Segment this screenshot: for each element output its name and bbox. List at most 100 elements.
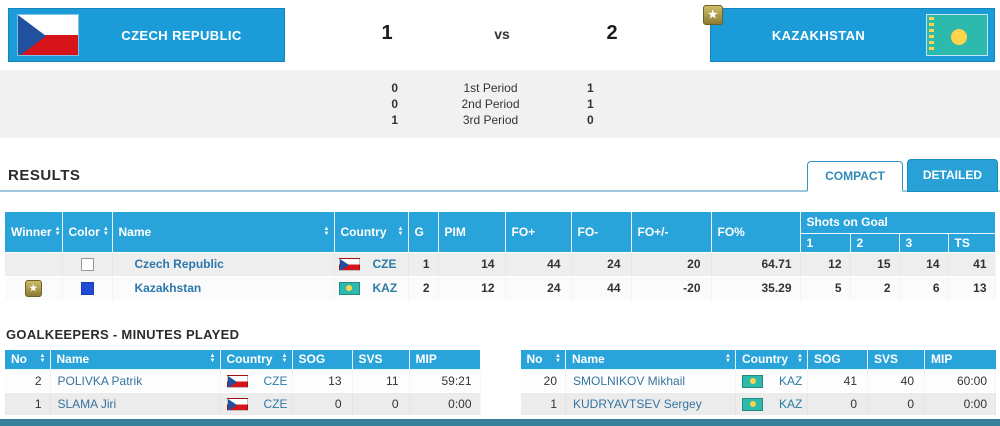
winner-star-icon <box>703 5 723 25</box>
team-color-swatch <box>80 258 94 272</box>
col-mip[interactable]: MIP <box>924 349 996 370</box>
col-sog-1[interactable]: 1 <box>800 233 851 253</box>
tab-detailed[interactable]: DETAILED <box>906 159 998 192</box>
goalkeepers-title: GOALKEEPERS - MINUTES PLAYED <box>6 326 240 342</box>
col-country[interactable]: Country ▲ ▼ <box>220 349 293 370</box>
sort-icon: ▲ ▼ <box>725 353 731 365</box>
col-fo-diff[interactable]: FO+/- <box>631 212 712 253</box>
country-cell: CZE <box>334 252 408 277</box>
period3-away-score: 0 <box>587 113 594 127</box>
fo-diff-cell: 20 <box>631 252 711 277</box>
col-country[interactable]: Country ▲ ▼ <box>735 349 808 370</box>
pim-cell: 12 <box>438 276 505 301</box>
period3-home-score: 1 <box>391 113 398 127</box>
col-mip[interactable]: MIP <box>409 349 480 370</box>
col-group-shots-on-goal: Shots on Goal <box>800 212 996 234</box>
goalkeepers-table-home: No ▲ ▼ Name ▲ ▼ Country ▲ ▼ SOG SVS MIP 2 POLI… <box>5 349 481 416</box>
period-row: 0 2nd Period 1 <box>0 96 1000 112</box>
col-fo-minus[interactable]: FO- <box>571 212 632 253</box>
col-fo-pct[interactable]: FO% <box>711 212 801 253</box>
sog3-cell: 6 <box>899 276 948 301</box>
kazakhstan-flag-icon <box>742 397 763 411</box>
home-team-box[interactable]: CZECH REPUBLIC <box>8 8 285 62</box>
col-sog[interactable]: SOG <box>292 349 353 370</box>
number-cell: 1 <box>5 392 50 416</box>
col-color[interactable]: Color ▲ ▼ <box>62 212 113 253</box>
fo-plus-cell: 24 <box>505 276 571 301</box>
col-fo-plus[interactable]: FO+ <box>505 212 572 253</box>
col-name[interactable]: Name ▲ ▼ <box>565 349 736 370</box>
sort-icon: ▲ ▼ <box>797 353 803 365</box>
player-name-link[interactable]: SMOLNIKOV Mikhail <box>565 369 736 393</box>
player-name-link[interactable]: KUDRYAVTSEV Sergey <box>565 392 736 416</box>
col-name[interactable]: Name ▲ ▼ <box>112 212 335 253</box>
fo-plus-cell: 44 <box>505 252 571 277</box>
country-cell: KAZ <box>735 392 808 416</box>
view-tabs: COMPACT DETAILED <box>807 159 998 192</box>
kazakhstan-flag-icon <box>926 14 988 56</box>
sog3-cell: 14 <box>899 252 948 277</box>
sogts-cell: 41 <box>948 252 996 277</box>
number-cell: 20 <box>520 369 566 393</box>
col-country[interactable]: Country ▲ ▼ <box>334 212 409 253</box>
bottom-bar <box>0 419 1000 426</box>
col-pim[interactable]: PIM <box>438 212 506 253</box>
sog-cell: 41 <box>807 369 868 393</box>
player-name-link[interactable]: POLIVKA Patrik <box>50 369 220 393</box>
home-score: 1 <box>381 22 393 44</box>
kazakhstan-flag-icon <box>338 281 360 295</box>
away-score: 2 <box>606 22 618 44</box>
goalkeepers-table-away: No ▲ ▼ Name ▲ ▼ Country ▲ ▼ SOG SVS MIP 20 SMO… <box>520 349 997 416</box>
col-sog-ts[interactable]: TS <box>948 233 996 253</box>
winner-cell <box>5 252 62 277</box>
mip-cell: 59:21 <box>409 369 480 393</box>
table-row: 2 POLIVKA Patrik CZE 13 11 59:21 <box>5 369 480 393</box>
col-svs[interactable]: SVS <box>867 349 925 370</box>
sog-cell: 0 <box>807 392 868 416</box>
team-name-link[interactable]: Kazakhstan <box>112 276 334 301</box>
pim-cell: 14 <box>438 252 505 277</box>
country-cell: CZE <box>220 369 292 393</box>
fo-pct-cell: 35.29 <box>711 276 800 301</box>
team-name-link[interactable]: Czech Republic <box>112 252 334 277</box>
table-row: 20 SMOLNIKOV Mikhail KAZ 41 40 60:00 <box>520 369 996 393</box>
winner-star-icon <box>24 279 42 297</box>
country-cell: KAZ <box>735 369 808 393</box>
kazakhstan-flag-icon <box>742 374 763 388</box>
team-color-swatch <box>80 282 94 296</box>
country-cell: KAZ <box>334 276 408 301</box>
czech-flag-icon <box>338 257 360 271</box>
col-svs[interactable]: SVS <box>352 349 410 370</box>
col-sog[interactable]: SOG <box>807 349 868 370</box>
period1-away-score: 1 <box>587 81 594 95</box>
tab-compact[interactable]: COMPACT <box>807 161 903 192</box>
table-row: Kazakhstan KAZ 2 12 24 44 -20 35.29 5 2 … <box>5 276 996 301</box>
player-name-link[interactable]: SLAMA Jiri <box>50 392 220 416</box>
col-no[interactable]: No ▲ ▼ <box>5 349 51 370</box>
table-row: 1 SLAMA Jiri CZE 0 0 0:00 <box>5 392 480 416</box>
away-team-box[interactable]: KAZAKHSTAN <box>703 5 995 62</box>
number-cell: 2 <box>5 369 50 393</box>
table-row: Czech Republic CZE 1 14 44 24 20 64.71 1… <box>5 252 996 277</box>
results-title: RESULTS <box>8 167 81 184</box>
sog-cell: 0 <box>292 392 352 416</box>
vs-label: vs <box>494 26 510 42</box>
col-no[interactable]: No ▲ ▼ <box>520 349 566 370</box>
period1-label: 1st Period <box>463 81 518 95</box>
fo-minus-cell: 44 <box>571 276 631 301</box>
col-goals[interactable]: G <box>408 212 439 253</box>
col-winner[interactable]: Winner ▲ ▼ <box>5 212 63 253</box>
table-row: 1 KUDRYAVTSEV Sergey KAZ 0 0 0:00 <box>520 392 996 416</box>
col-sog-3[interactable]: 3 <box>899 233 949 253</box>
period2-away-score: 1 <box>587 97 594 111</box>
svs-cell: 0 <box>352 392 409 416</box>
sog1-cell: 12 <box>800 252 850 277</box>
col-name[interactable]: Name ▲ ▼ <box>50 349 221 370</box>
number-cell: 1 <box>520 392 566 416</box>
goals-cell: 2 <box>408 276 438 301</box>
sogts-cell: 13 <box>948 276 996 301</box>
col-sog-2[interactable]: 2 <box>850 233 900 253</box>
sort-icon: ▲ ▼ <box>323 225 330 237</box>
svs-cell: 40 <box>867 369 925 393</box>
